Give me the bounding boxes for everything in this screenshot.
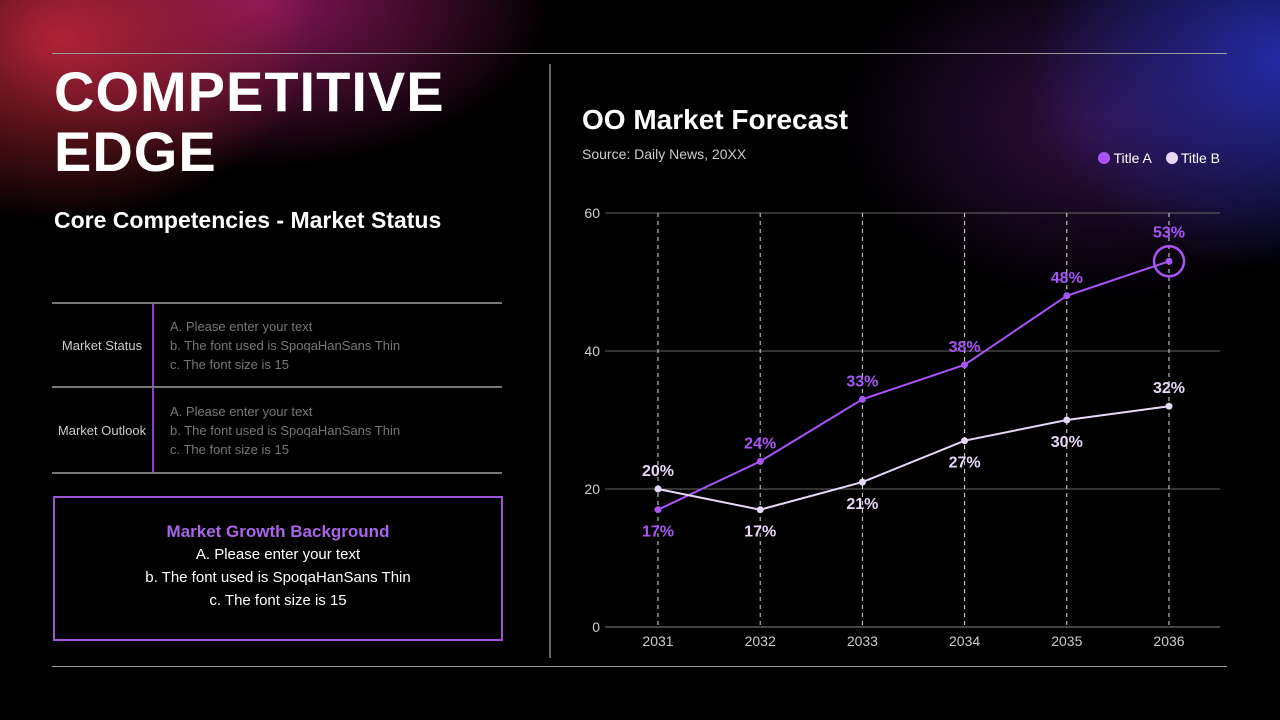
- data-label: 32%: [1153, 380, 1185, 397]
- legend-dot-icon: [1098, 152, 1111, 164]
- data-point: [654, 485, 662, 493]
- page-subtitle: Core Competencies - Market Status: [54, 207, 442, 233]
- data-point: [1165, 257, 1173, 265]
- y-tick-label: 40: [584, 343, 600, 359]
- bottom-divider: [52, 666, 1227, 667]
- box-line: b. The font used is SpoqaHanSans Thin: [145, 569, 411, 586]
- table-row: Market Outlook A. Please enter your text…: [52, 388, 502, 474]
- title-line: EDGE: [54, 120, 217, 183]
- chart-title: OO Market Forecast: [582, 104, 849, 135]
- table-row: Market Status A. Please enter your text b…: [52, 302, 502, 388]
- y-tick-label: 0: [592, 619, 600, 635]
- data-point: [1165, 402, 1173, 410]
- row-text: A. Please enter your text b. The font use…: [170, 318, 401, 372]
- data-label: 30%: [1051, 434, 1083, 451]
- data-point: [756, 506, 764, 514]
- x-tick-label: 2031: [642, 633, 673, 649]
- data-point: [654, 506, 662, 514]
- data-label: 33%: [846, 373, 878, 390]
- data-label: 53%: [1153, 224, 1185, 241]
- box-line: A. Please enter your text: [195, 546, 361, 563]
- data-point: [756, 457, 764, 465]
- top-divider: [52, 53, 1227, 54]
- data-point: [1063, 416, 1071, 424]
- highlight-ring: [1152, 245, 1186, 278]
- row-label: Market Outlook: [52, 388, 154, 472]
- growth-background-box: Market Growth Background A. Please enter…: [53, 496, 503, 641]
- vertical-divider: [549, 64, 551, 658]
- x-tick-label: 2032: [745, 633, 776, 649]
- data-point: [961, 361, 969, 369]
- data-label: 20%: [642, 463, 674, 480]
- chart-legend: Title A Title B: [1098, 150, 1220, 166]
- box-line: c. The font size is 15: [209, 592, 347, 609]
- data-label: 48%: [1051, 270, 1083, 287]
- row-text: A. Please enter your text b. The font use…: [170, 403, 401, 457]
- title-line: COMPETITIVE: [54, 60, 445, 123]
- data-point: [961, 437, 969, 445]
- legend-item-a: Title A: [1098, 150, 1152, 166]
- chart-source: Source: Daily News, 20XX: [582, 146, 747, 162]
- x-tick-label: 2033: [847, 633, 878, 649]
- page-title: COMPETITIVE EDGE: [54, 62, 445, 182]
- data-label: 38%: [949, 339, 981, 356]
- x-tick-label: 2036: [1153, 633, 1184, 649]
- data-label: 17%: [642, 524, 674, 541]
- box-title: Market Growth Background: [166, 522, 390, 541]
- x-tick-label: 2034: [949, 633, 980, 649]
- legend-dot-icon: [1165, 152, 1178, 164]
- legend-item-b: Title B: [1165, 150, 1220, 166]
- data-point: [1063, 292, 1071, 300]
- series-line: [657, 260, 1170, 511]
- data-label: 21%: [846, 496, 878, 513]
- data-label: 27%: [949, 455, 981, 472]
- y-tick-label: 60: [584, 205, 600, 221]
- data-label: 17%: [744, 524, 776, 541]
- data-point: [858, 395, 866, 403]
- row-label: Market Status: [52, 304, 154, 386]
- data-point: [858, 478, 866, 486]
- y-tick-label: 20: [584, 481, 600, 497]
- series-line: [657, 405, 1170, 511]
- data-label: 24%: [744, 435, 776, 452]
- info-table: Market Status A. Please enter your text b…: [52, 302, 502, 474]
- x-tick-label: 2035: [1051, 633, 1082, 649]
